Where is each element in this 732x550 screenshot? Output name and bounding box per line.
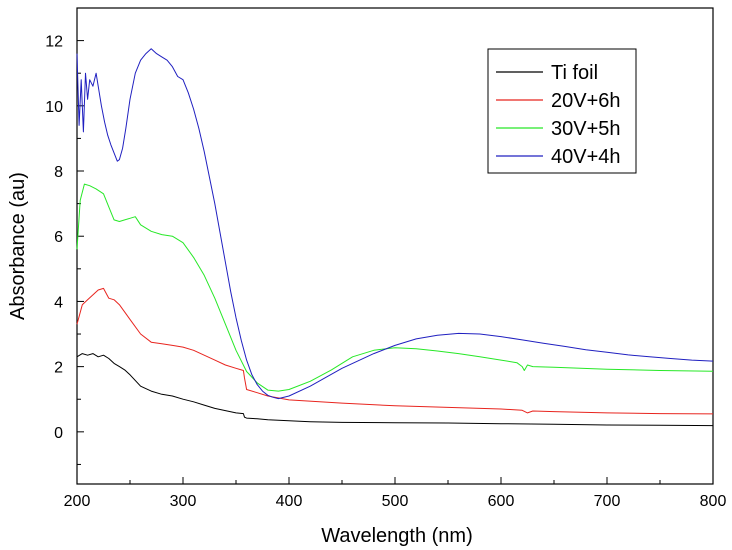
y-axis-title: Absorbance (au) (7, 172, 29, 320)
legend-box (487, 48, 637, 174)
x-tick-label: 200 (64, 493, 91, 510)
x-tick-label: 500 (382, 493, 409, 510)
x-tick-label: 700 (594, 493, 621, 510)
x-axis-title: Wavelength (nm) (321, 525, 473, 547)
y-tick-label: 12 (45, 34, 63, 51)
legend-label-30v-5h: 30V+5h (551, 118, 621, 140)
x-tick-label: 400 (276, 493, 303, 510)
series-group (76, 48, 714, 427)
legend: Ti foil 20V+6h 30V+5h 40V+4h (487, 48, 637, 174)
series-line-30v-5h (76, 183, 714, 392)
series-line-ti-foil (76, 353, 714, 427)
y-tick-label: 6 (54, 229, 63, 246)
legend-label-ti-foil: Ti foil (551, 62, 598, 84)
x-tick-label: 300 (170, 493, 197, 510)
x-tick-label: 600 (488, 493, 515, 510)
y-tick-label: 4 (54, 294, 63, 311)
y-tick-label: 10 (45, 99, 63, 116)
series-line-20v-6h (76, 287, 714, 415)
axis-ticks: 200 300 400 500 600 700 800 0 2 4 6 8 10 12 (45, 7, 727, 510)
y-tick-label: 0 (54, 425, 63, 442)
x-tick-label: 800 (700, 493, 727, 510)
y-tick-label: 2 (54, 360, 63, 377)
series-line-40v-4h (76, 48, 714, 400)
legend-label-40v-4h: 40V+4h (551, 146, 621, 168)
y-tick-label: 8 (54, 164, 63, 181)
legend-label-20v-6h: 20V+6h (551, 90, 621, 112)
